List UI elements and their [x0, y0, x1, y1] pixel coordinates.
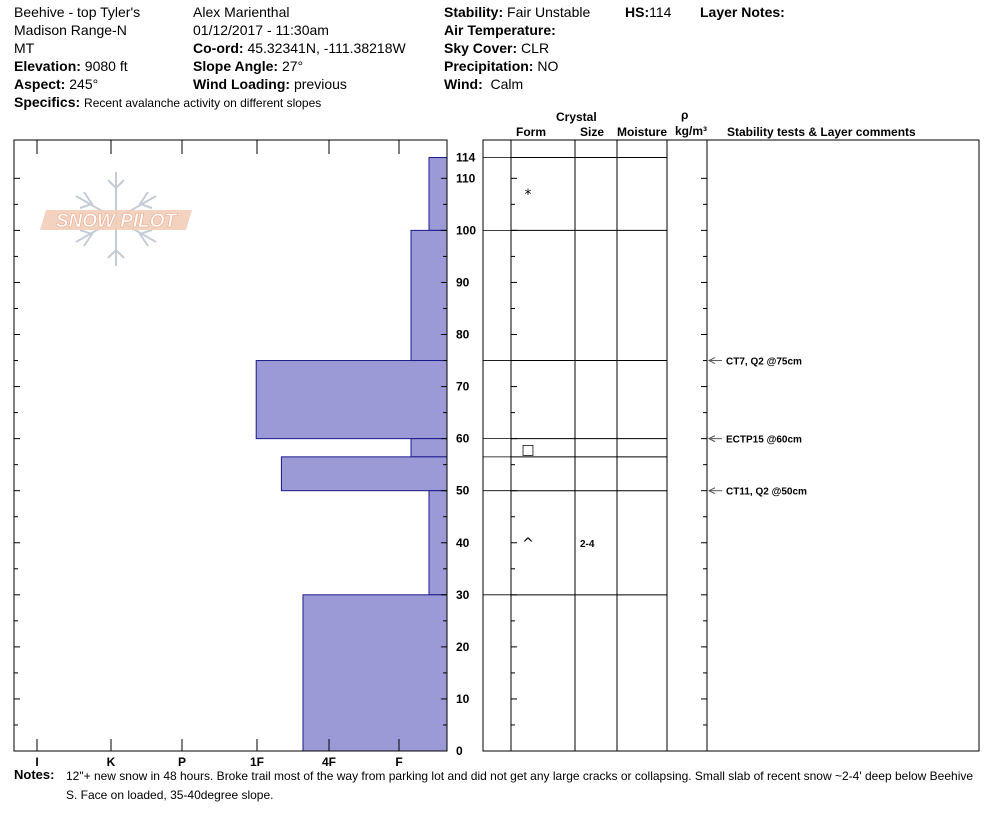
- notes-line-2: S. Face on loaded, 35-40degree slope.: [66, 788, 274, 802]
- density-unit-header: kg/m³: [675, 124, 708, 138]
- notes-label: Notes:: [14, 767, 55, 782]
- size-header: Size: [580, 125, 605, 139]
- layer-notes-label: Layer Notes:: [700, 4, 785, 20]
- aspect: Aspect: 245°: [14, 76, 99, 92]
- hardness-bar: [428, 157, 448, 231]
- observer: Alex Marienthal: [193, 4, 290, 20]
- hardness-bar: [280, 456, 448, 492]
- wind-loading: Wind Loading: previous: [193, 76, 347, 92]
- hardness-tick-label: K: [107, 755, 116, 769]
- hardness-frame: [13, 139, 448, 752]
- datetime: 01/12/2017 - 11:30am: [193, 22, 329, 38]
- hardness-tick-label: I: [35, 755, 38, 769]
- depth-tick-label: 60: [456, 432, 470, 446]
- specifics: Specifics: Recent avalanche activity on …: [14, 94, 322, 110]
- stability-test-label: CT11, Q2 @50cm: [726, 487, 807, 498]
- coordinates: Co-ord: 45.32341N, -111.38218W: [193, 40, 406, 56]
- depth-tick-label: 90: [456, 275, 470, 289]
- rho-header: ρ: [681, 108, 689, 122]
- test-arrow-head: [707, 487, 716, 495]
- depth-tick-label: 100: [456, 223, 476, 237]
- air-temperature-label: Air Temperature:: [444, 22, 556, 38]
- hardness-tick-label: P: [178, 755, 186, 769]
- depth-tick-label: 10: [456, 692, 470, 706]
- hardness-bar: [302, 594, 448, 752]
- depth-tick-label: 110: [456, 171, 476, 185]
- depth-tick-label: 50: [456, 484, 470, 498]
- crystal-form-symbol: ^: [522, 536, 534, 552]
- hardness-bar: [255, 360, 448, 440]
- depth-tick-label: 40: [456, 536, 470, 550]
- logo-text: SNOW PILOT: [56, 211, 178, 232]
- form-header: Form: [516, 125, 546, 139]
- hardness-tick-label: 1F: [250, 755, 264, 769]
- snowpilot-logo: SNOW PILOT: [40, 172, 192, 266]
- depth-tick-label: 20: [456, 640, 470, 654]
- crystal-size: 2-4: [580, 539, 595, 550]
- hardness-bar: [410, 438, 448, 458]
- stability-test-label: CT7, Q2 @75cm: [726, 357, 802, 368]
- crystal-form-symbol: □: [521, 442, 534, 458]
- hardness-tick-label: F: [395, 755, 402, 769]
- stability: Stability: Fair Unstable: [444, 4, 591, 20]
- depth-tick-label: 30: [456, 588, 470, 602]
- depth-tick-label: 114: [456, 151, 476, 165]
- stability-tests-header: Stability tests & Layer comments: [727, 125, 916, 139]
- test-arrow-head: [707, 357, 716, 364]
- precipitation: Precipitation: NO: [444, 58, 559, 74]
- hardness-bar: [410, 229, 448, 362]
- hardness-tick-label: 4F: [322, 755, 336, 769]
- sky-cover: Sky Cover: CLR: [444, 40, 550, 56]
- profile-frame: [482, 139, 980, 752]
- crystal-header: Crystal: [556, 110, 597, 124]
- depth-tick-label: 70: [456, 380, 470, 394]
- hs: HS:114: [625, 4, 672, 20]
- elevation: Elevation: 9080 ft: [14, 58, 128, 74]
- notes-line-1: 12"+ new snow in 48 hours. Broke trail m…: [66, 769, 974, 783]
- location: Beehive - top Tyler's: [14, 4, 141, 20]
- crystal-form-symbol: *: [525, 187, 532, 203]
- range: Madison Range-N: [14, 22, 127, 38]
- state: MT: [14, 40, 35, 56]
- depth-tick-label: 0: [456, 744, 463, 758]
- slope-angle: Slope Angle: 27°: [193, 58, 304, 74]
- depth-tick-label: 80: [456, 328, 470, 342]
- wind: Wind: Calm: [444, 76, 524, 92]
- moisture-header: Moisture: [617, 125, 668, 139]
- stability-test-label: ECTP15 @60cm: [726, 435, 802, 446]
- test-arrow-head: [707, 435, 716, 443]
